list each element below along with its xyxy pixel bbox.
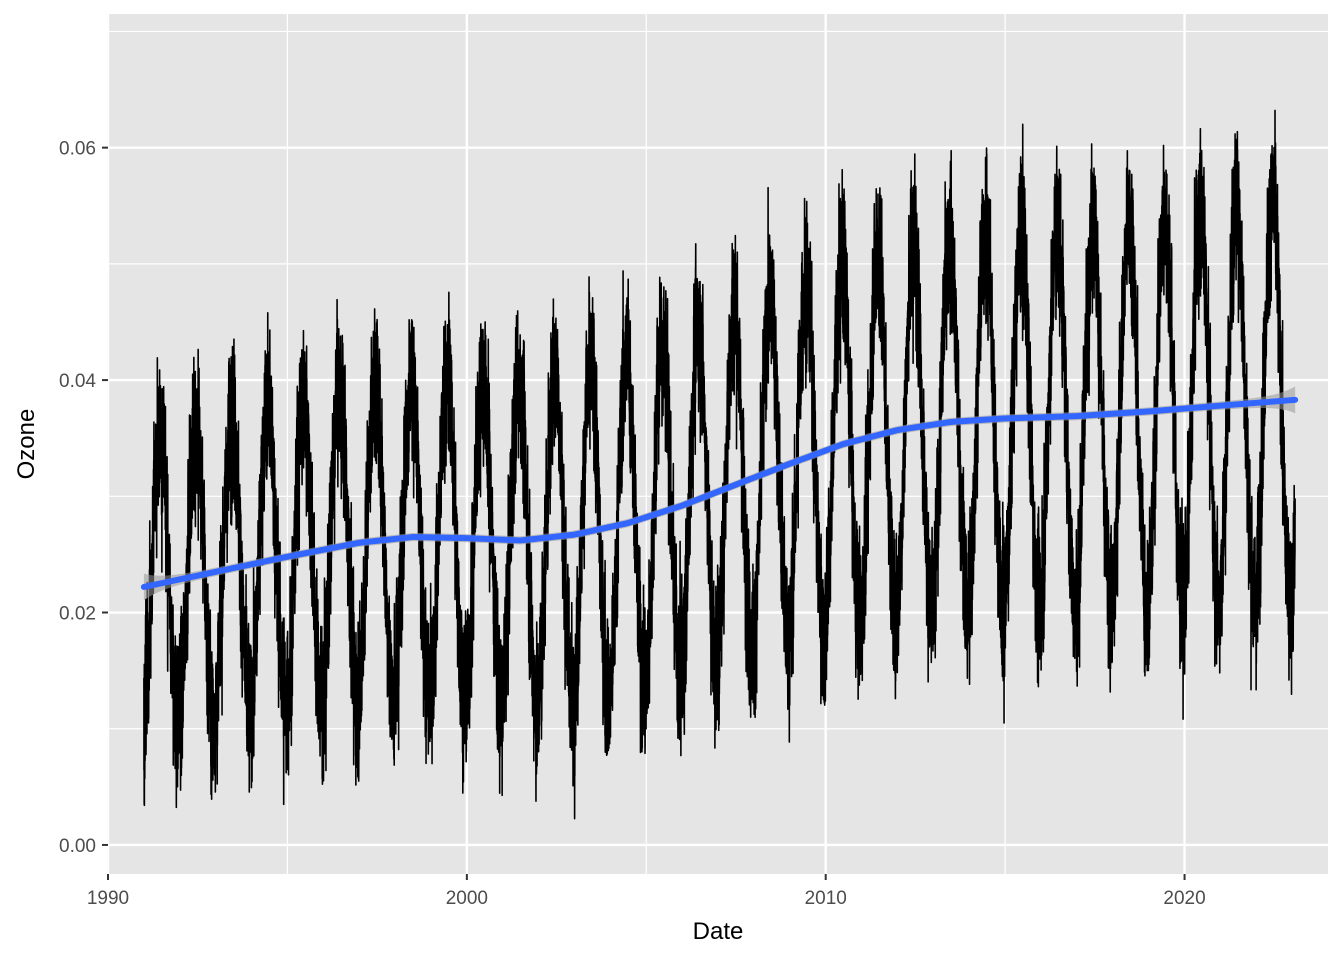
x-tick-label: 2010	[805, 888, 847, 909]
x-tick-label: 2000	[446, 888, 488, 909]
x-tick-label: 1990	[87, 888, 129, 909]
y-axis-title: Ozone	[13, 409, 40, 480]
x-axis-title: Date	[693, 918, 744, 945]
raw-ozone-line	[143, 109, 1296, 820]
y-tick-label: 0.02	[59, 604, 96, 625]
ozone-raw-series	[143, 109, 1296, 820]
smooth-trend-line	[140, 396, 1299, 590]
trend-line	[140, 396, 1299, 590]
y-tick-label: 0.06	[59, 139, 96, 160]
y-tick-label: 0.00	[59, 836, 96, 857]
y-axis: 0.00 0.02 0.04 0.06	[59, 139, 108, 857]
y-tick-label: 0.04	[59, 371, 96, 392]
x-tick-label: 2020	[1163, 888, 1205, 909]
grid-major	[106, 14, 1328, 874]
x-axis: 1990 2000 2010 2020	[87, 874, 1206, 909]
